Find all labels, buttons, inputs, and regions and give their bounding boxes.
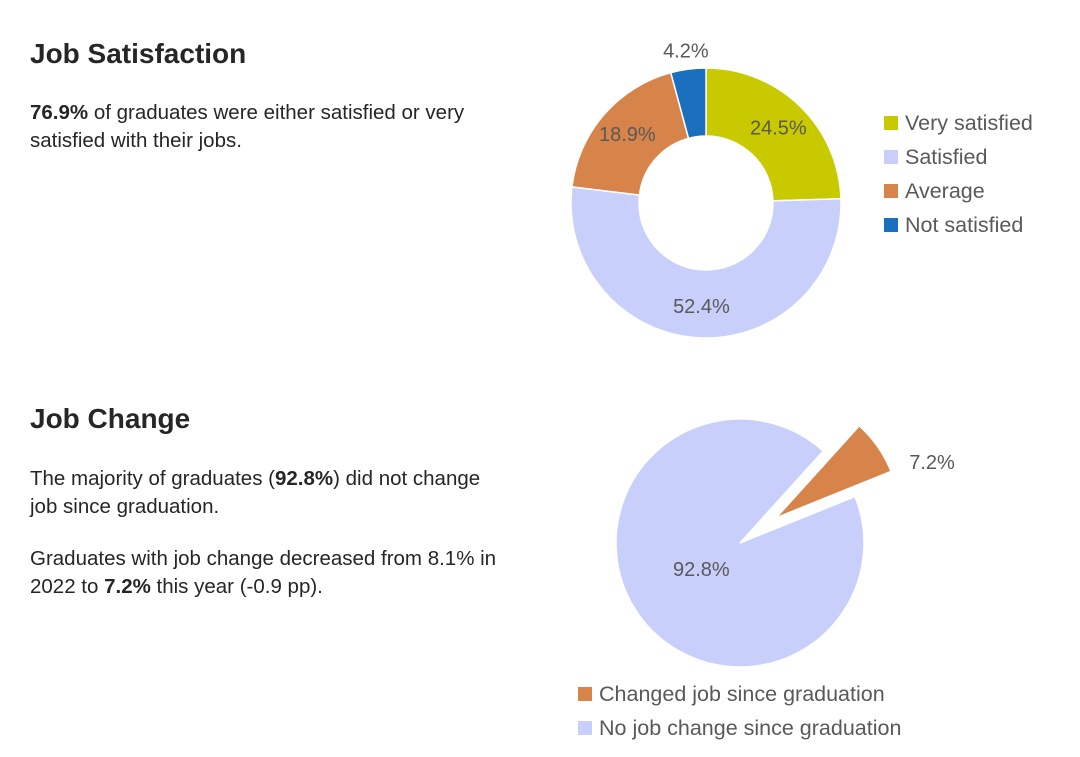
job-change-paragraph-1: The majority of graduates (92.8%) did no… <box>30 465 490 521</box>
pie-slice-changed-job-since-graduation <box>775 424 893 519</box>
pie-label-changed-job-since-graduation: 7.2% <box>909 452 955 474</box>
job-change-pie-chart: 7.2% 92.8% <box>615 418 955 668</box>
legend-swatch-average <box>884 184 898 198</box>
donut-label-very-satisfied: 24.5% <box>750 117 807 139</box>
legend-label-average: Average <box>905 179 985 203</box>
satisfaction-donut-chart: 24.5% 52.4% 18.9% 4.2% <box>570 40 842 339</box>
legend-label-satisfied: Satisfied <box>905 145 987 169</box>
legend-swatch-no-job-change-since-graduation <box>578 721 592 735</box>
para2-after: this year (-0.9 pp). <box>150 575 323 598</box>
pie-slice-no-job-change-since-graduation <box>615 418 865 668</box>
para1-after: ) did not change job since graduation. <box>30 467 481 518</box>
legend-swatch-changed-job-since-graduation <box>578 687 592 701</box>
donut-label-satisfied: 52.4% <box>673 296 730 318</box>
summary-highlight: 76.9% <box>30 101 89 124</box>
job-change-paragraph-2: Graduates with job change decreased from… <box>30 545 500 601</box>
satisfaction-legend: Very satisfied Satisfied Average Not satisf… <box>884 111 1033 237</box>
job-satisfaction-title: Job Satisfaction <box>30 38 247 69</box>
legend-swatch-not-satisfied <box>884 218 898 232</box>
para1-before: The majority of graduates ( <box>30 467 275 490</box>
donut-label-not-satisfied: 4.2% <box>663 40 709 62</box>
legend-label-very-satisfied: Very satisfied <box>905 111 1033 135</box>
legend-label-changed-job-since-graduation: Changed job since graduation <box>599 682 885 706</box>
para2-before: Graduates with job change decreased from… <box>30 547 497 598</box>
summary-text: of graduates were either satisfied or ve… <box>30 101 465 152</box>
job-change-legend: Changed job since graduation No job chang… <box>578 682 901 740</box>
donut-slice-average <box>571 71 690 196</box>
legend-label-no-job-change-since-graduation: No job change since graduation <box>599 716 901 740</box>
job-satisfaction-summary: 76.9% of graduates were either satisfied… <box>30 99 470 155</box>
donut-slice-not-satisfied <box>669 67 707 140</box>
pie-label-no-job-change-since-graduation: 92.8% <box>673 559 730 581</box>
legend-label-not-satisfied: Not satisfied <box>905 213 1023 237</box>
legend-swatch-very-satisfied <box>884 116 898 130</box>
donut-slice-very-satisfied <box>705 67 842 202</box>
para2-highlight: 7.2% <box>104 575 151 598</box>
para1-highlight: 92.8% <box>274 467 334 490</box>
donut-slice-satisfied <box>570 186 842 339</box>
donut-label-average: 18.9% <box>599 124 656 146</box>
job-change-title: Job Change <box>30 403 191 434</box>
legend-swatch-satisfied <box>884 150 898 164</box>
